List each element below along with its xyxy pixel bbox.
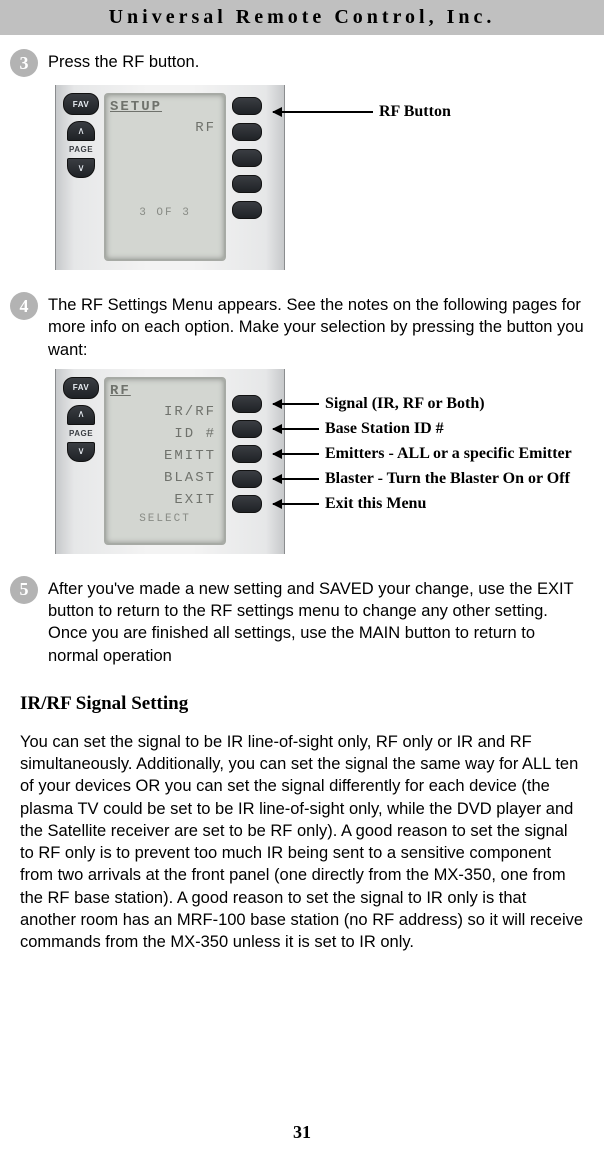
page-rocker: ∧ PAGE ∨: [64, 405, 98, 462]
remote-left-controls: FAV ∧ PAGE ∨: [62, 377, 100, 546]
signal-label: Signal (IR, RF or Both): [325, 395, 485, 413]
lcd2-footer: SELECT: [110, 513, 220, 525]
lcd2-row-1: ID #: [110, 423, 220, 445]
arrow-icon: [273, 503, 319, 505]
page-rocker: ∧ PAGE ∨: [64, 121, 98, 178]
page-down-icon: ∨: [67, 158, 95, 178]
lcd2-row-0: IR/RF: [110, 401, 220, 423]
side-btn: [232, 97, 262, 115]
lcd2-row-2: EMITT: [110, 445, 220, 467]
lcd1-row-1: [110, 139, 220, 161]
callout-blaster: Blaster - Turn the Blaster On or Off: [273, 470, 570, 488]
side-btn: [232, 149, 262, 167]
arrow-icon: [273, 478, 319, 480]
page-label: PAGE: [69, 429, 93, 438]
rf-button-label: RF Button: [379, 103, 451, 121]
step-3-badge: 3: [10, 49, 38, 77]
arrow-icon: [273, 111, 373, 113]
arrow-icon: [273, 453, 319, 455]
header-bar: Universal Remote Control, Inc.: [0, 0, 604, 35]
side-btn: [232, 395, 262, 413]
callout-basestation: Base Station ID #: [273, 420, 444, 438]
fav-button: FAV: [63, 377, 99, 399]
arrow-icon: [273, 428, 319, 430]
callout-emitters: Emitters - ALL or a specific Emitter: [273, 445, 572, 463]
step-4: 4 The RF Settings Menu appears. See the …: [0, 278, 604, 361]
side-btn: [232, 445, 262, 463]
company-name: Universal Remote Control, Inc.: [109, 6, 496, 28]
lcd1-title: SETUP: [110, 99, 220, 115]
lcd-screen-2: RF IR/RF ID # EMITT BLAST EXIT SELECT: [104, 377, 226, 545]
lcd1-row-0: RF: [110, 117, 220, 139]
remote-body: FAV ∧ PAGE ∨ RF IR/RF ID # EMITT BLAST E…: [55, 369, 285, 554]
step-5: 5 After you've made a new setting and SA…: [0, 562, 604, 667]
callout-signal: Signal (IR, RF or Both): [273, 395, 485, 413]
step-3: 3 Press the RF button.: [0, 35, 604, 77]
side-btn: [232, 420, 262, 438]
blaster-label: Blaster - Turn the Blaster On or Off: [325, 470, 570, 488]
lcd2-row-3: BLAST: [110, 467, 220, 489]
remote-left-controls: FAV ∧ PAGE ∨: [62, 93, 100, 262]
fav-button: FAV: [63, 93, 99, 115]
step-3-text: Press the RF button.: [48, 49, 584, 73]
emitters-label: Emitters - ALL or a specific Emitter: [325, 445, 572, 463]
exit-label: Exit this Menu: [325, 495, 426, 513]
remote-body: FAV ∧ PAGE ∨ SETUP RF 3 OF 3: [55, 85, 285, 270]
page-up-icon: ∧: [67, 121, 95, 141]
step-4-text: The RF Settings Menu appears. See the no…: [48, 292, 584, 361]
page-up-icon: ∧: [67, 405, 95, 425]
figure-1: FAV ∧ PAGE ∨ SETUP RF 3 OF 3 RF Button: [55, 85, 604, 270]
side-btn: [232, 123, 262, 141]
lcd1-row-3: [110, 183, 220, 205]
side-buttons-1: [230, 93, 264, 262]
callout-exit: Exit this Menu: [273, 495, 426, 513]
step-5-text: After you've made a new setting and SAVE…: [48, 576, 584, 667]
section-heading: IR/RF Signal Setting: [20, 693, 584, 715]
basestation-label: Base Station ID #: [325, 420, 444, 438]
page-down-icon: ∨: [67, 442, 95, 462]
side-buttons-2: [230, 377, 264, 546]
lcd-screen-1: SETUP RF 3 OF 3: [104, 93, 226, 261]
side-btn: [232, 201, 262, 219]
arrow-icon: [273, 403, 319, 405]
rf-button-callout: RF Button: [273, 103, 451, 121]
side-btn: [232, 175, 262, 193]
lcd1-row-2: [110, 161, 220, 183]
section-paragraph: You can set the signal to be IR line-of-…: [20, 731, 584, 954]
lcd1-footer: 3 OF 3: [110, 207, 220, 219]
figure-2: FAV ∧ PAGE ∨ RF IR/RF ID # EMITT BLAST E…: [55, 369, 604, 554]
lcd2-row-4: EXIT: [110, 489, 220, 511]
step-5-badge: 5: [10, 576, 38, 604]
side-btn: [232, 495, 262, 513]
page-label: PAGE: [69, 145, 93, 154]
page-number: 31: [0, 1122, 604, 1143]
side-btn: [232, 470, 262, 488]
step-4-badge: 4: [10, 292, 38, 320]
lcd2-title: RF: [110, 383, 220, 399]
